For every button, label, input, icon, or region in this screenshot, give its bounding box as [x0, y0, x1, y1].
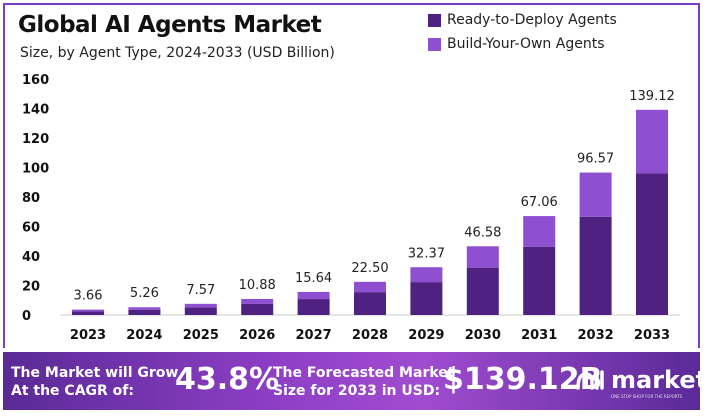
- total-data-label: 139.12: [629, 89, 675, 104]
- bar-segment-ready: [241, 303, 274, 315]
- bar-segment-ready: [523, 246, 556, 315]
- bar-segment-build: [354, 281, 386, 293]
- bar-segment-build: [523, 216, 556, 247]
- total-data-label: 3.66: [74, 289, 103, 304]
- total-data-label: 7.57: [186, 283, 215, 298]
- legend-label: Ready-to-Deploy Agents: [447, 12, 617, 28]
- legend-item-build: Build-Your-Own Agents: [428, 32, 617, 56]
- y-tick-label: 160: [22, 73, 49, 88]
- forecast-value: $139.12B: [443, 362, 603, 397]
- bar-segment-ready: [636, 173, 668, 315]
- bar-segment-build: [466, 246, 499, 268]
- y-tick-label: 40: [22, 250, 40, 265]
- chart-plot: 0 20 40 60 80 100 120 140 160 3.66 2023 5.26 2024 7.5…: [22, 73, 680, 343]
- bar-segment-ready: [579, 216, 612, 315]
- bar-segment-build: [184, 303, 217, 308]
- legend-swatch: [428, 37, 441, 51]
- y-tick-label: 140: [22, 103, 49, 118]
- y-tick-label: 120: [22, 132, 49, 147]
- legend: Ready-to-Deploy Agents Build-Your-Own Ag…: [428, 8, 617, 56]
- x-tick-label: 2027: [296, 328, 332, 343]
- total-data-label: 10.88: [239, 278, 276, 293]
- bar-segment-build: [241, 298, 274, 304]
- total-data-label: 46.58: [464, 225, 501, 240]
- market-us-logo: market.us ONE STOP SHOP FOR THE REPORTS: [575, 366, 715, 399]
- total-data-label: 15.64: [295, 271, 332, 286]
- legend-item-ready: Ready-to-Deploy Agents: [428, 8, 617, 32]
- x-tick-label: 2025: [183, 328, 219, 343]
- y-tick-label: 0: [22, 309, 31, 324]
- chart-frame: [3, 3, 700, 348]
- bar-segment-build: [636, 109, 668, 174]
- x-tick-label: 2030: [465, 328, 501, 343]
- summary-banner: The Market will Grow At the CAGR of: 43.8…: [3, 352, 715, 410]
- bar-segment-build: [297, 291, 330, 300]
- bar-segment-build: [128, 307, 161, 310]
- chart-subtitle: Size, by Agent Type, 2024-2033 (USD Bill…: [20, 45, 335, 61]
- bar-segment-ready: [354, 292, 386, 315]
- x-tick-label: 2031: [521, 328, 557, 343]
- cagr-label: The Market will Grow At the CAGR of:: [11, 365, 179, 399]
- forecast-label: The Forecasted Market Size for 2033 in US…: [273, 365, 455, 399]
- y-tick-label: 100: [22, 162, 49, 177]
- cagr-value: 43.8%: [175, 362, 280, 397]
- bar-segment-ready: [184, 307, 217, 315]
- total-data-label: 32.37: [408, 246, 445, 261]
- bar-segment-ready: [410, 282, 443, 315]
- x-tick-label: 2026: [239, 328, 275, 343]
- bar-segment-ready: [72, 311, 104, 315]
- legend-label: Build-Your-Own Agents: [447, 36, 605, 52]
- legend-swatch: [428, 13, 441, 27]
- x-tick-label: 2033: [634, 328, 670, 343]
- x-tick-label: 2032: [578, 328, 614, 343]
- x-tick-label: 2023: [70, 328, 106, 343]
- bar-segment-build: [72, 309, 104, 312]
- bar-segment-ready: [466, 267, 499, 315]
- x-tick-label: 2028: [352, 328, 388, 343]
- bar-segment-ready: [297, 299, 330, 315]
- chart-title: Global AI Agents Market: [18, 12, 322, 38]
- total-data-label: 22.50: [351, 261, 388, 276]
- total-data-label: 96.57: [577, 152, 614, 167]
- y-tick-label: 60: [22, 221, 40, 236]
- x-tick-label: 2029: [408, 328, 444, 343]
- bar-segment-build: [579, 172, 612, 217]
- total-data-label: 5.26: [130, 286, 159, 301]
- total-data-label: 67.06: [521, 195, 558, 210]
- bar-segment-build: [410, 267, 443, 283]
- logo-icon: [576, 370, 604, 390]
- x-tick-label: 2024: [126, 328, 162, 343]
- bar-segment-ready: [128, 309, 161, 315]
- y-tick-label: 80: [22, 191, 40, 206]
- y-tick-label: 20: [22, 280, 40, 295]
